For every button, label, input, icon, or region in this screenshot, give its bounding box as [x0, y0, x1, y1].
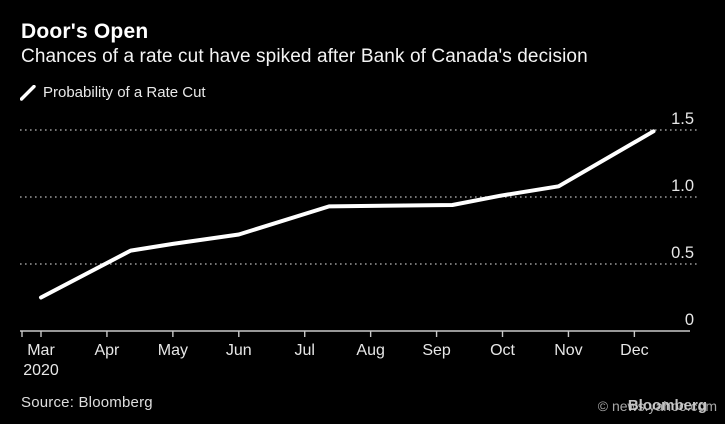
y-tick-label: 0.5 — [671, 244, 694, 262]
data-line — [39, 129, 656, 300]
y-tick-label: 1.5 — [671, 110, 694, 128]
x-tick-label: Aug — [356, 342, 384, 359]
x-axis-year-label: 2020 — [23, 362, 59, 379]
x-tick-label: Mar — [27, 342, 55, 359]
chart-title: Door's Open — [21, 20, 149, 43]
legend: Probability of a Rate Cut — [20, 84, 206, 101]
x-tick-label: Dec — [620, 342, 648, 359]
watermark: © news.yahoo.com Bloomberg — [579, 396, 719, 416]
chart-subtitle: Chances of a rate cut have spiked after … — [21, 46, 588, 67]
x-tick-label: Nov — [554, 342, 582, 359]
x-tick-label: Sep — [422, 342, 451, 359]
line-series-icon — [20, 84, 36, 101]
x-tick-label: Apr — [94, 342, 120, 359]
watermark-brand: Bloomberg — [627, 397, 707, 414]
y-tick-label: 1.0 — [671, 177, 694, 195]
x-tick-label: Oct — [490, 342, 515, 359]
x-tick-label: Jul — [294, 342, 314, 359]
watermark-copyright: © news.yahoo.com — [597, 398, 717, 414]
legend-label: Probability of a Rate Cut — [43, 84, 206, 101]
x-tick-label: Jun — [226, 342, 252, 359]
source-label: Source: Bloomberg — [21, 394, 153, 411]
x-tick-label: May — [158, 342, 188, 359]
y-tick-label: 0 — [685, 311, 694, 329]
